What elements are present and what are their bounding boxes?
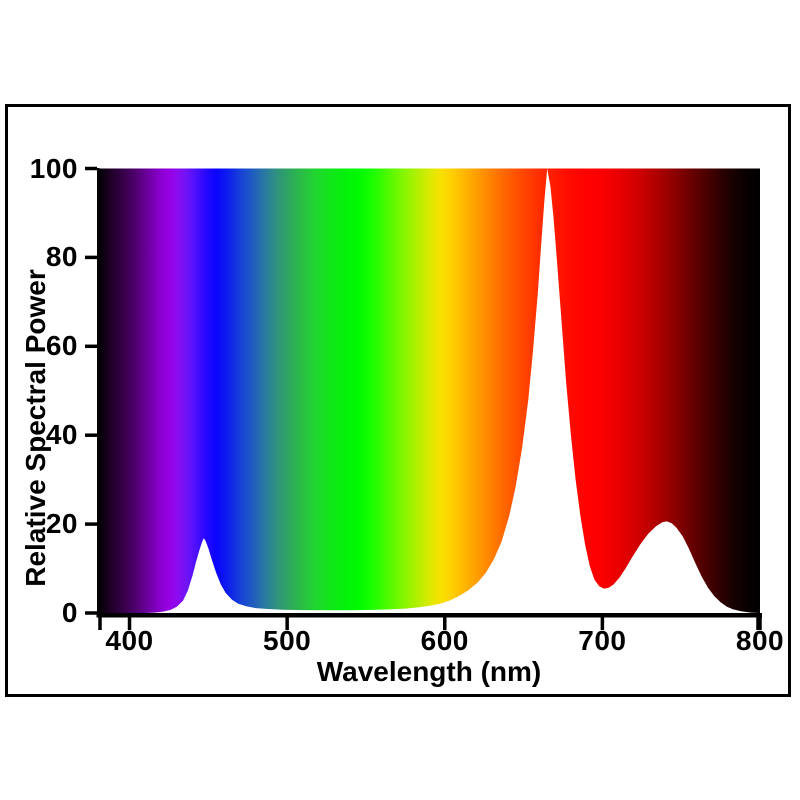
y-tick-label-0: 0	[61, 597, 78, 628]
y-tick-mark	[85, 166, 97, 171]
x-tick-label-600: 600	[420, 625, 469, 656]
x-tick-mark	[600, 617, 605, 630]
x-tick-mark	[443, 617, 447, 630]
y-tick-mark	[85, 522, 97, 526]
y-tick-label-80: 80	[45, 241, 78, 273]
x-tick-label-800: 800	[735, 625, 785, 656]
x-edge-tick-mark	[756, 617, 760, 630]
x-tick-mark	[758, 617, 762, 630]
x-tick-mark	[127, 617, 132, 630]
x-axis-line	[96, 613, 762, 618]
y-tick-mark	[85, 255, 97, 260]
y-tick-label-60: 60	[45, 330, 78, 362]
y-tick-label-100: 100	[29, 152, 78, 184]
y-tick-label-20: 20	[45, 508, 78, 540]
x-tick-label-500: 500	[263, 625, 312, 656]
x-tick-mark	[285, 617, 289, 630]
spd-curve-area	[98, 168, 760, 613]
y-tick-label-40: 40	[45, 419, 78, 451]
y-axis-title: Relative Spectral Power	[20, 269, 51, 587]
x-edge-tick-mark	[98, 617, 102, 630]
x-axis-title: Wavelength (nm)	[316, 656, 542, 687]
y-axis-line	[97, 168, 100, 614]
x-tick-label-700: 700	[578, 625, 627, 656]
x-tick-label-400: 400	[105, 625, 154, 656]
plot-area	[85, 166, 762, 630]
y-tick-mark	[85, 344, 97, 349]
axes	[85, 166, 762, 630]
y-tick-mark	[85, 433, 97, 437]
y-tick-mark	[85, 611, 97, 615]
